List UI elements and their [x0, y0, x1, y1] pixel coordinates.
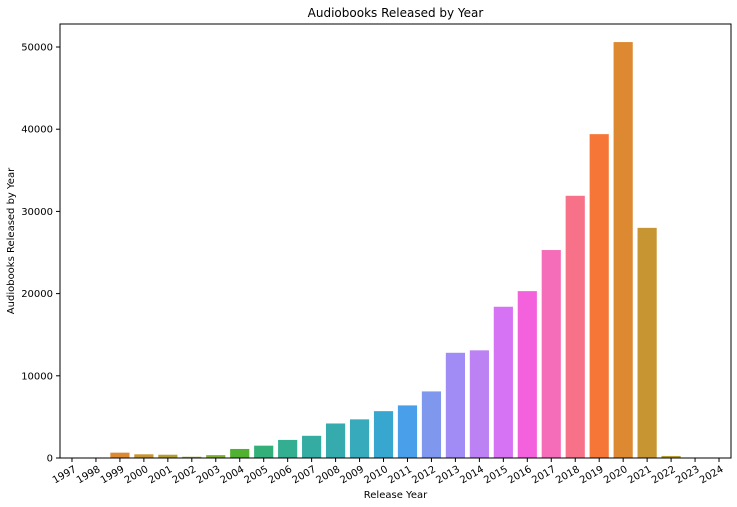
bar-2001 [158, 454, 178, 458]
bar-2018 [565, 195, 585, 458]
bar-2019 [589, 134, 609, 459]
y-tick-label: 30000 [21, 207, 53, 218]
y-tick-label: 40000 [21, 125, 53, 136]
bars-group [62, 42, 729, 459]
bar-2006 [278, 439, 298, 458]
y-tick-label: 50000 [21, 43, 53, 54]
bar-2003 [206, 455, 226, 458]
chart-title: Audiobooks Released by Year [308, 6, 484, 20]
bar-2017 [541, 250, 561, 458]
bar-2021 [637, 227, 657, 458]
y-axis-label: Audiobooks Released by Year [6, 167, 17, 314]
y-tick-label: 20000 [21, 289, 53, 300]
bar-1999 [110, 452, 130, 458]
bar-2013 [445, 352, 465, 458]
y-tick-label: 10000 [21, 371, 53, 382]
bar-2016 [517, 291, 537, 458]
bar-2015 [493, 306, 513, 458]
y-axis-ticks: 0 10000 20000 30000 40000 50000 [21, 43, 60, 465]
plot-frame [59, 23, 732, 459]
bar-2002 [182, 456, 202, 458]
bar-2007 [302, 435, 322, 458]
bar-2004 [230, 448, 250, 458]
bar-2020 [613, 42, 633, 458]
x-axis-label: Release Year [364, 490, 428, 501]
bar-2005 [254, 445, 274, 458]
bar-2012 [421, 391, 442, 458]
bar-2010 [373, 411, 394, 458]
bar-2009 [349, 419, 370, 458]
bar-2000 [134, 454, 154, 458]
bar-2011 [397, 405, 418, 458]
y-tick-label: 0 [47, 454, 53, 465]
bar-2008 [326, 423, 346, 458]
bar-2014 [469, 350, 489, 458]
bar-2022 [661, 455, 681, 458]
